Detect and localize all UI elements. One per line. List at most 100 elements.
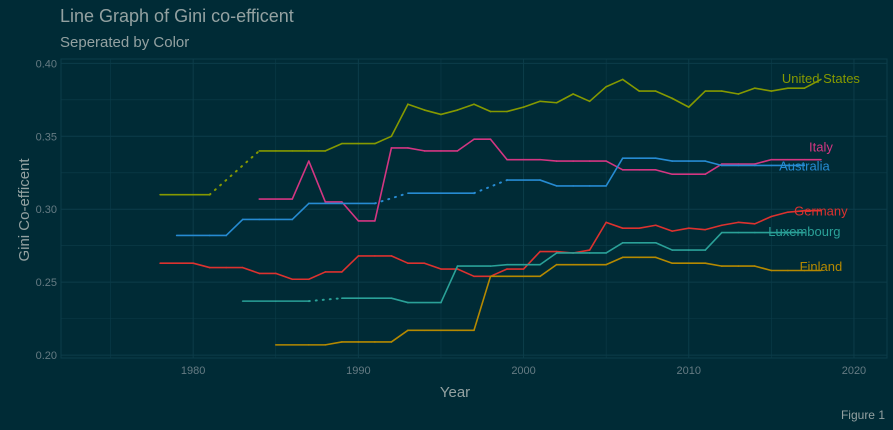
series-line-segment [605, 160, 624, 171]
series-australia [175, 157, 806, 237]
series-line-segment [522, 250, 541, 270]
series-united-states [159, 78, 822, 196]
series-line-segment [374, 135, 393, 145]
series-line-segment [423, 109, 442, 116]
series-line-segment [638, 224, 657, 229]
x-tick-label: 1990 [346, 365, 370, 377]
series-line-segment [473, 103, 492, 113]
series-line-segment [539, 252, 558, 266]
series-line-segment [787, 209, 806, 213]
series-line-segment [770, 211, 789, 218]
series-line-segment [555, 93, 574, 104]
x-tick-label: 2000 [511, 365, 535, 377]
series-line-segment [374, 147, 393, 222]
minor-grid [61, 59, 887, 358]
y-tick-label: 0.20 [36, 350, 57, 362]
series-label: Italy [809, 140, 833, 155]
series-line-segment [440, 265, 459, 304]
series-line-segment [539, 100, 558, 104]
series-line-segment [324, 142, 343, 152]
series-label: Australia [779, 158, 830, 173]
series-line-segment [671, 97, 690, 108]
series-line-segment [654, 256, 674, 264]
series-line-segment [539, 158, 558, 162]
series-line-segment [407, 103, 426, 111]
y-axis-label: Gini Co-efficent [16, 158, 33, 262]
series-label: Germany [794, 204, 848, 219]
series-line-segment [390, 329, 409, 343]
series-line-segment [704, 262, 723, 267]
series-line-segment [572, 93, 591, 103]
series-line-segment [390, 255, 409, 264]
series-line-segment [456, 138, 475, 152]
series-line-segment [390, 297, 409, 304]
series-line-segment [324, 341, 343, 346]
series-line-segment [654, 90, 674, 100]
series-line-segment [539, 179, 558, 187]
series-line-segment [605, 157, 624, 187]
series-line-segment [456, 103, 475, 111]
series-line-segment [390, 103, 409, 138]
x-tick-label: 2010 [677, 365, 701, 377]
series-label: Luxembourg [768, 224, 840, 239]
series-line-segment [407, 147, 426, 152]
x-axis-label: Year [439, 384, 471, 401]
series-gap-segment [307, 297, 343, 303]
series-line-segment [291, 160, 310, 200]
figure-caption: Figure 1 [840, 408, 885, 422]
series-line-segment [423, 262, 442, 270]
series-line-segment [720, 90, 740, 95]
series-line-segment [588, 85, 607, 103]
series-line-segment [225, 218, 244, 237]
series-line-segment [654, 241, 674, 251]
series-line-segment [522, 100, 541, 108]
series-line-segment [274, 272, 294, 281]
major-grid [61, 59, 887, 358]
series-line-segment [473, 275, 492, 332]
series-line-segment [654, 224, 674, 232]
series-line-segment [654, 157, 674, 162]
series-line-segment [588, 221, 607, 251]
series-line-segment [687, 227, 707, 231]
series-line-segment [754, 265, 773, 272]
series-line-segment [754, 215, 773, 225]
series-line-segment [671, 227, 690, 232]
series-line-segment [489, 268, 508, 278]
chart-subtitle: Seperated by Color [60, 34, 190, 51]
series-line-segment [754, 158, 773, 165]
y-tick-label: 0.30 [36, 204, 57, 216]
series-line-segment [720, 221, 740, 227]
series-line-segment [539, 263, 558, 278]
series-line-segment [654, 169, 674, 176]
series-line-segment [341, 255, 360, 273]
y-tick-label: 0.35 [36, 131, 57, 143]
series-germany [159, 209, 822, 281]
plot-panel-border [60, 58, 888, 359]
series-line-segment [489, 263, 508, 267]
x-tick-label: 1980 [181, 365, 205, 377]
series-line-segment [307, 271, 327, 281]
series-line-segment [341, 201, 360, 222]
series-line-segment [803, 78, 822, 89]
series-italy [258, 138, 822, 222]
series-line-segment [704, 231, 723, 251]
series-label: United States [782, 71, 861, 86]
series-line-segment [704, 224, 723, 231]
series-line-segment [704, 163, 723, 176]
series-line-segment [605, 256, 624, 266]
series-line-segment [770, 87, 789, 92]
x-tick-label: 2020 [842, 365, 866, 377]
series-line-segment [737, 87, 756, 95]
series-line-segment [440, 109, 459, 116]
series-line-segment [605, 221, 624, 229]
series-line-segment [605, 241, 624, 254]
series-line-segment [754, 87, 773, 92]
series-line-segment [291, 202, 310, 221]
series-line-segment [456, 268, 475, 278]
series-line-segment [489, 138, 508, 161]
series-line-segment [506, 106, 525, 113]
y-tick-label: 0.40 [36, 58, 57, 70]
series-line-segment [192, 262, 211, 269]
